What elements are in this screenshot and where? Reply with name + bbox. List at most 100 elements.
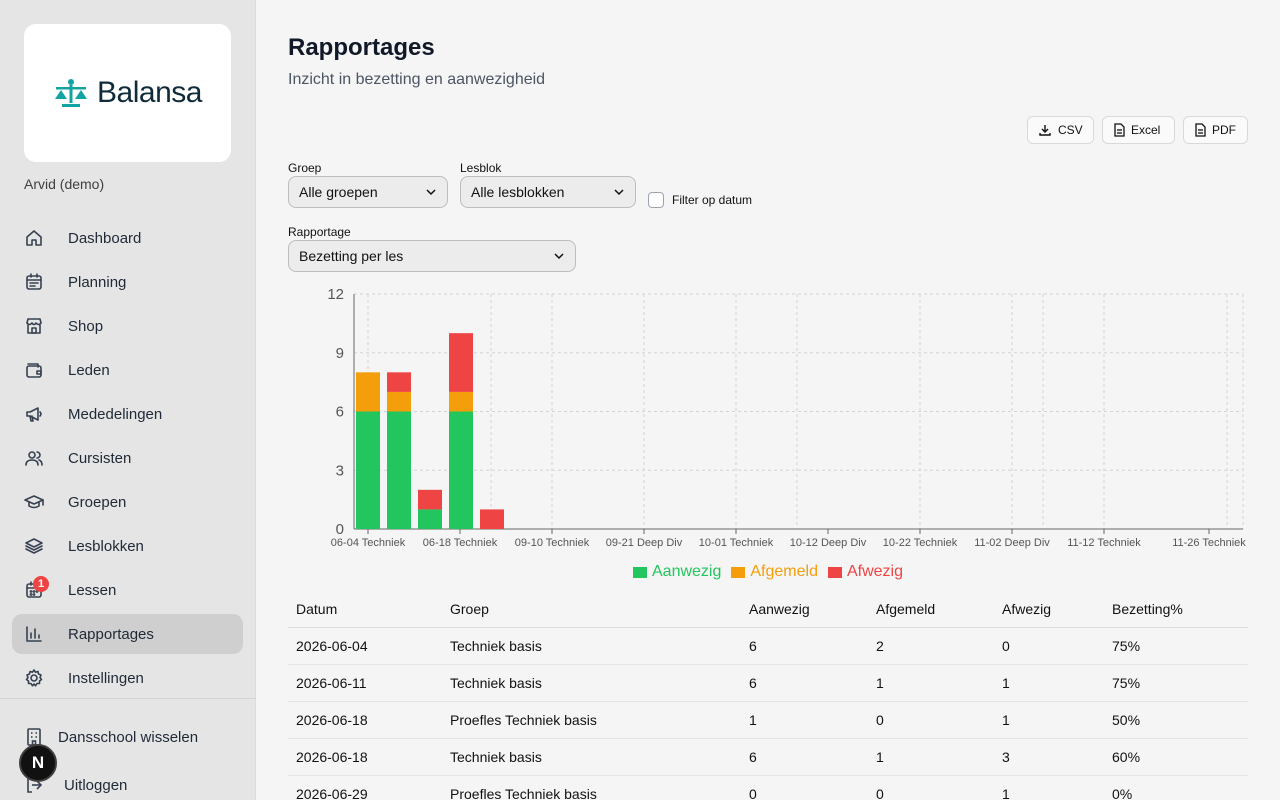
nav-item-label: Rapportages <box>68 625 154 643</box>
column-header: Groep <box>450 600 489 617</box>
date-filter-label: Filter op datum <box>672 193 753 207</box>
bar-afwezig <box>387 372 411 392</box>
table-cell: 2026-06-11 <box>296 675 367 691</box>
x-tick-label: 11-12 Techniek <box>1067 537 1141 549</box>
export-csv-button[interactable]: CSV <box>1027 116 1094 144</box>
nav-item-label: Lesblokken <box>68 537 144 555</box>
table-cell: 75% <box>1112 638 1141 654</box>
table-cell: 0 <box>1002 638 1010 654</box>
table-row: 2026-06-29 Proefles Techniek basis 0 0 1 0% <box>288 776 1248 800</box>
nav-item-mededelingen[interactable]: Mededelingen <box>12 394 243 434</box>
y-tick-label: 0 <box>336 521 344 538</box>
chevron-down-icon <box>426 189 436 196</box>
group-filter-label: Groep <box>288 161 322 175</box>
legend-swatch <box>827 566 842 578</box>
nav-item-label: Cursisten <box>68 449 132 467</box>
table-cell: 2026-06-18 <box>296 749 368 765</box>
block-select[interactable]: Alle lesblokken <box>460 176 636 208</box>
x-tick-label: 11-02 Deep Div <box>974 537 1050 549</box>
legend-label: Afwezig <box>846 563 903 580</box>
x-tick-label: 09-21 Deep Div <box>606 537 683 549</box>
nav-item-lessen[interactable]: Lessen 1 <box>12 570 243 610</box>
logo-card[interactable]: Balansa <box>24 24 231 162</box>
graduation-cap-icon <box>24 492 44 512</box>
nav-item-lesblokken[interactable]: Lesblokken <box>12 526 243 566</box>
nav-item-dashboard[interactable]: Dashboard <box>12 218 243 258</box>
nav-item-shop[interactable]: Shop <box>12 306 243 346</box>
table-cell: 1 <box>749 712 757 728</box>
y-tick-label: 3 <box>336 462 344 479</box>
block-filter-label: Lesblok <box>460 161 502 175</box>
bar-afgemeld <box>449 391 473 412</box>
notification-badge: 1 <box>33 576 49 592</box>
report-type-label: Rapportage <box>288 225 351 239</box>
avatar-button[interactable]: N <box>19 744 57 782</box>
x-tick-label: 06-18 Techniek <box>423 537 498 549</box>
nav-item-label: Mededelingen <box>68 405 163 423</box>
export-excel-label: Excel <box>1131 123 1161 137</box>
legend-item-aanwezig[interactable]: Aanwezig <box>633 563 721 581</box>
nav-item-planning[interactable]: Planning <box>12 262 243 302</box>
file-icon <box>1114 123 1125 137</box>
layers-icon <box>24 536 44 556</box>
legend-label: Aanwezig <box>652 563 722 580</box>
logout-button[interactable]: Uitloggen <box>24 775 127 795</box>
group-select[interactable]: Alle groepen <box>288 176 448 208</box>
report-type-value: Bezetting per les <box>299 248 404 264</box>
table-cell: 2026-06-29 <box>296 786 368 800</box>
table-cell: 2026-06-18 <box>296 712 368 728</box>
chevron-down-icon <box>614 189 624 196</box>
bar-chart-icon <box>24 624 44 644</box>
date-filter-checkbox[interactable] <box>648 192 664 208</box>
chart-legend: Aanwezig Afgemeld Afwezig <box>288 563 1248 581</box>
nav-item-label: Groepen <box>68 493 127 511</box>
x-tick-label: 11-26 Techniek <box>1172 537 1246 549</box>
table-cell: 0 <box>749 786 757 800</box>
brand-name: Balansa <box>97 76 202 109</box>
y-tick-label: 12 <box>327 286 344 303</box>
table-cell: 0 <box>876 712 884 728</box>
chart-container: 0 3 6 9 12 06-04 Techniek 06-18 Techniek 09-10 … <box>288 284 1248 584</box>
nav-item-cursisten[interactable]: Cursisten <box>12 438 243 478</box>
balance-scale-icon <box>55 79 88 107</box>
table-cell: 1 <box>876 675 884 691</box>
y-tick-label: 9 <box>336 345 344 362</box>
file-text-icon <box>1195 123 1206 137</box>
column-header: Datum <box>296 600 338 617</box>
attendance-chart: 0 3 6 9 12 06-04 Techniek 06-18 Techniek 09-10 … <box>327 286 1246 549</box>
store-icon <box>24 316 44 336</box>
y-tick-label: 6 <box>336 404 344 421</box>
bar-aanwezig <box>356 411 380 529</box>
table-cell: 1 <box>1002 712 1010 728</box>
nav-item-groepen[interactable]: Groepen <box>12 482 243 522</box>
legend-item-afwezig[interactable]: Afwezig <box>827 563 903 581</box>
table-row: 2026-06-04 Techniek basis 6 2 0 75% <box>288 628 1248 665</box>
nav-item-label: Shop <box>68 317 104 335</box>
table-cell: 1 <box>876 749 884 765</box>
x-tick-label: 10-22 Techniek <box>883 537 958 549</box>
table-cell: 0 <box>876 786 884 800</box>
chevron-down-icon <box>554 253 564 260</box>
calendar-icon <box>24 272 44 292</box>
legend-item-afgemeld[interactable]: Afgemeld <box>731 563 818 581</box>
block-select-value: Alle lesblokken <box>471 184 565 200</box>
table-row: 2026-06-18 Techniek basis 6 1 3 60% <box>288 739 1248 776</box>
logout-label: Uitloggen <box>64 776 128 794</box>
column-header: Afwezig <box>1002 600 1052 617</box>
nav-item-leden[interactable]: Leden <box>12 350 243 390</box>
bar-afgemeld <box>387 391 411 412</box>
export-pdf-button[interactable]: PDF <box>1183 116 1248 144</box>
main-nav: Dashboard Planning Shop Leden Mededelingen Cu… <box>12 218 243 702</box>
table-row: 2026-06-11 Techniek basis 6 1 1 75% <box>288 665 1248 702</box>
report-type-select[interactable]: Bezetting per les <box>288 240 576 272</box>
table-cell: Techniek basis <box>450 638 542 654</box>
export-excel-button[interactable]: Excel <box>1102 116 1175 144</box>
table-cell: 6 <box>749 749 757 765</box>
table-cell: 1 <box>1002 675 1010 691</box>
nav-item-instellingen[interactable]: Instellingen <box>12 658 243 698</box>
nav-item-rapportages[interactable]: Rapportages <box>12 614 243 654</box>
bar-afwezig <box>418 489 442 510</box>
legend-swatch <box>633 566 647 578</box>
x-tick-label: 10-12 Deep Div <box>790 537 867 549</box>
switch-school-button[interactable]: Dansschool wisselen <box>24 727 198 747</box>
